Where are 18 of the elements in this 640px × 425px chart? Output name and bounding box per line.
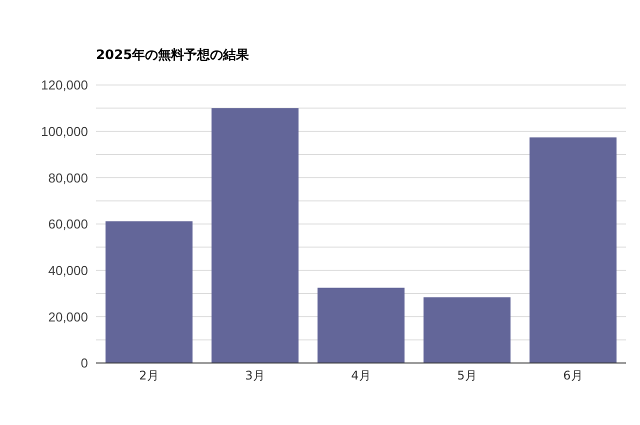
chart-title: 2025年の無料予想の結果 — [96, 47, 250, 64]
y-tick-label: 0 — [80, 356, 88, 371]
y-tick-label: 20,000 — [48, 309, 88, 324]
x-tick-label: 4月 — [351, 368, 371, 383]
x-tick-label: 6月 — [563, 368, 583, 383]
bar — [212, 108, 299, 363]
x-tick-label: 2月 — [139, 368, 159, 383]
y-tick-label: 80,000 — [48, 170, 88, 186]
bar — [424, 297, 511, 363]
x-tick-label: 5月 — [457, 368, 477, 383]
x-tick-label: 3月 — [245, 368, 265, 383]
y-tick-label: 100,000 — [41, 124, 88, 139]
bar — [530, 137, 617, 363]
y-tick-label: 60,000 — [48, 216, 88, 232]
y-tick-label: 40,000 — [48, 262, 88, 278]
y-tick-label: 120,000 — [41, 78, 88, 93]
bar — [106, 221, 193, 363]
bar — [318, 288, 405, 363]
